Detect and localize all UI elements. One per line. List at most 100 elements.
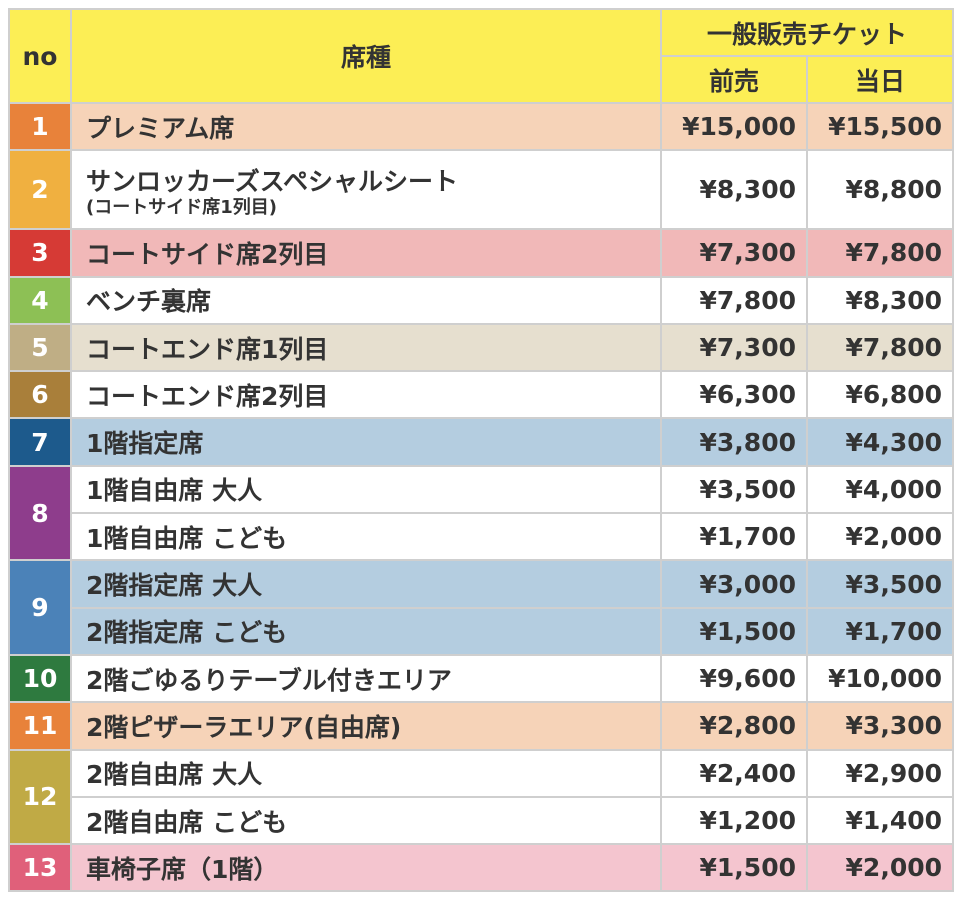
sameday-price: ¥6,800 [805, 370, 955, 420]
presale-price: ¥1,700 [660, 512, 808, 562]
table-row: 10 2階ごゆるりテーブル付きエリア ¥9,600 ¥10,000 [8, 653, 955, 704]
seat-type: 2階指定席 こども [70, 606, 662, 656]
table-row: 2階自由席 こども ¥1,200 ¥1,400 [9, 795, 955, 846]
table-row: 5 コートエンド席1列目 ¥7,300 ¥7,800 [8, 322, 955, 373]
sameday-price: ¥2,000 [805, 843, 955, 893]
sameday-price: ¥4,000 [805, 464, 955, 515]
table-row: 12 2階自由席 大人 ¥2,400 ¥2,900 [8, 748, 955, 846]
table-row: 2階指定席 こども ¥1,500 ¥1,700 [9, 606, 955, 656]
presale-price: ¥1,200 [660, 795, 808, 846]
presale-price: ¥3,000 [660, 559, 808, 609]
seat-type: 2階自由席 こども [70, 795, 662, 846]
presale-price: ¥7,300 [660, 322, 808, 373]
seat-type: 2階自由席 大人 [70, 748, 662, 798]
seat-name: 1階指定席 [86, 429, 204, 459]
row-number: 13 [8, 843, 72, 893]
row-number: 9 [8, 559, 72, 656]
table-row: 6 コートエンド席2列目 ¥6,300 ¥6,800 [8, 370, 955, 420]
seat-name: プレミアム席 [86, 113, 235, 143]
presale-price: ¥15,000 [660, 101, 808, 152]
seat-type: 2階ごゆるりテーブル付きエリア [70, 653, 662, 704]
table-row: 8 1階自由席 大人 ¥3,500 ¥4,000 [8, 464, 955, 562]
presale-price: ¥1,500 [660, 606, 808, 656]
header-general: 一般販売チケット [659, 8, 955, 57]
seat-type: コートサイド席2列目 [70, 228, 662, 278]
sameday-price: ¥3,300 [805, 701, 955, 751]
table-body: 1 プレミアム席 ¥15,000 ¥15,500 2 サンロッカーズスペシャルシート (コー… [8, 101, 955, 893]
row-number: 11 [8, 701, 72, 751]
sameday-price: ¥7,800 [805, 228, 955, 278]
row-number: 2 [8, 149, 72, 231]
table-row: 13 車椅子席（1階） ¥1,500 ¥2,000 [8, 843, 955, 893]
presale-price: ¥1,500 [660, 843, 808, 893]
presale-price: ¥8,300 [660, 149, 808, 231]
seat-name: 1階自由席 こども [86, 523, 288, 553]
presale-price: ¥9,600 [660, 653, 808, 704]
seat-name: コートエンド席1列目 [86, 334, 329, 364]
sameday-price: ¥10,000 [805, 653, 955, 704]
seat-name: サンロッカーズスペシャルシート [86, 166, 459, 196]
sameday-price: ¥8,300 [805, 275, 955, 325]
seat-type: プレミアム席 [70, 101, 662, 152]
seat-note: (コートサイド席1列目) [86, 196, 277, 218]
sameday-price: ¥7,800 [805, 322, 955, 373]
table-row: 7 1階指定席 ¥3,800 ¥4,300 [8, 417, 955, 467]
seat-name: ベンチ裏席 [86, 287, 212, 317]
seat-name: 2階指定席 大人 [86, 571, 263, 601]
header-seat: 席種 [70, 8, 662, 104]
seat-type: 1階自由席 こども [70, 512, 662, 562]
presale-price: ¥3,800 [660, 417, 808, 467]
header-presale: 前売 [660, 55, 808, 104]
seat-name: 2階ごゆるりテーブル付きエリア [86, 665, 452, 695]
seat-type: 2階指定席 大人 [70, 559, 662, 609]
seat-type: 1階自由席 大人 [70, 464, 662, 515]
seat-name: 1階自由席 大人 [86, 476, 263, 506]
seat-name: 2階ピザーラエリア(自由席) [86, 712, 402, 742]
seat-name: 車椅子席（1階） [86, 854, 279, 884]
seat-type: サンロッカーズスペシャルシート (コートサイド席1列目) [70, 149, 662, 231]
sameday-price: ¥8,800 [805, 149, 955, 231]
seat-type: ベンチ裏席 [70, 275, 662, 325]
seat-name: 2階自由席 こども [86, 807, 288, 837]
row-number: 5 [8, 322, 72, 373]
presale-price: ¥7,300 [660, 228, 808, 278]
sameday-price: ¥4,300 [805, 417, 955, 467]
sameday-price: ¥1,400 [805, 795, 955, 846]
seat-name: コートエンド席2列目 [86, 381, 329, 411]
seat-name: 2階自由席 大人 [86, 760, 263, 790]
row-number: 3 [8, 228, 72, 278]
header-sameday: 当日 [805, 55, 955, 104]
table-row: 1 プレミアム席 ¥15,000 ¥15,500 [8, 101, 955, 152]
seat-type: 1階指定席 [70, 417, 662, 467]
seat-type: 2階ピザーラエリア(自由席) [70, 701, 662, 751]
sameday-price: ¥15,500 [805, 101, 955, 152]
sameday-price: ¥2,000 [805, 512, 955, 562]
seat-type: 車椅子席（1階） [70, 843, 662, 893]
sameday-price: ¥2,900 [805, 748, 955, 798]
seat-type: コートエンド席1列目 [70, 322, 662, 373]
table-row: 3 コートサイド席2列目 ¥7,300 ¥7,800 [8, 228, 955, 278]
table-row: 11 2階ピザーラエリア(自由席) ¥2,800 ¥3,300 [8, 701, 955, 751]
row-number: 6 [8, 370, 72, 420]
row-number: 10 [8, 653, 72, 704]
row-number: 12 [8, 748, 72, 846]
sameday-price: ¥3,500 [805, 559, 955, 609]
row-number: 4 [8, 275, 72, 325]
price-table: no 席種 一般販売チケット 前売 当日 1 プレミアム席 ¥15,000 ¥15,5… [8, 8, 955, 893]
presale-price: ¥7,800 [660, 275, 808, 325]
seat-name: 2階指定席 こども [86, 618, 288, 648]
header-no: no [8, 8, 72, 104]
row-number: 1 [8, 101, 72, 152]
seat-type: コートエンド席2列目 [70, 370, 662, 420]
table-row: 9 2階指定席 大人 ¥3,000 ¥3,500 [8, 559, 955, 656]
row-number: 8 [8, 464, 72, 562]
presale-price: ¥6,300 [660, 370, 808, 420]
sameday-price: ¥1,700 [805, 606, 955, 656]
seat-name: コートサイド席2列目 [86, 239, 329, 269]
presale-price: ¥3,500 [660, 464, 808, 515]
presale-price: ¥2,400 [660, 748, 808, 798]
table-row: 4 ベンチ裏席 ¥7,800 ¥8,300 [8, 275, 955, 325]
table-row: 2 サンロッカーズスペシャルシート (コートサイド席1列目) ¥8,300 ¥8,800 [8, 149, 955, 231]
row-number: 7 [8, 417, 72, 467]
